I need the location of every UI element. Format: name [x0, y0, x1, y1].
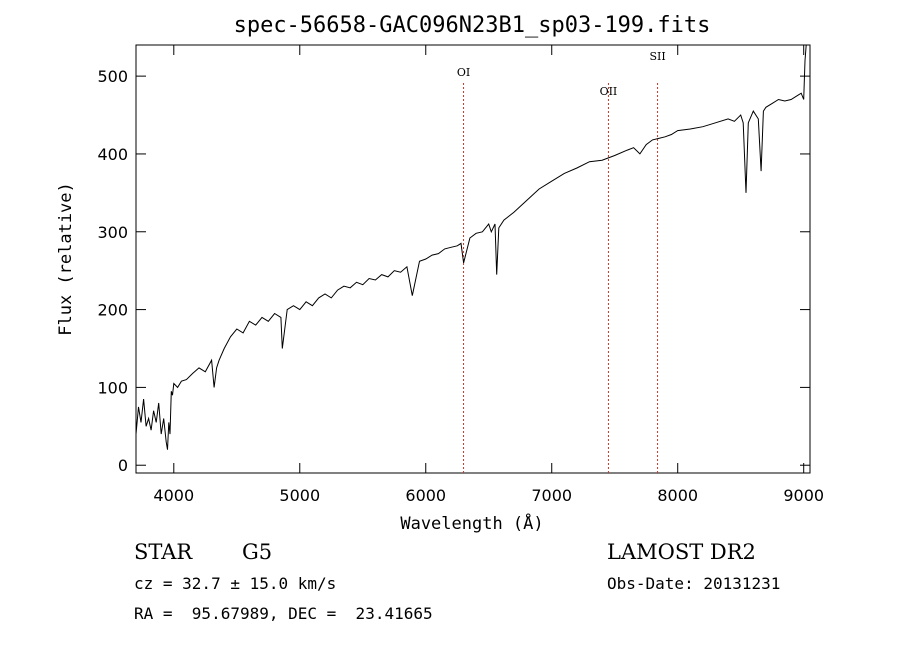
x-tick-label: 5000 — [279, 486, 320, 505]
y-tick-label: 100 — [97, 378, 128, 397]
x-tick-label: 8000 — [657, 486, 698, 505]
x-tick-label: 9000 — [783, 486, 824, 505]
y-tick-label: 500 — [97, 67, 128, 86]
spectrum-series — [135, 44, 807, 450]
y-tick-label: 200 — [97, 301, 128, 320]
y-tick-label: 0 — [118, 456, 128, 475]
line-marker-label: OII — [600, 85, 618, 98]
x-axis-label: Wavelength (Å) — [400, 512, 543, 534]
sky-coordinates: RA = 95.67989, DEC = 23.41665 — [134, 604, 433, 623]
object-subclass: G5 — [242, 540, 273, 564]
object-class: STAR — [134, 540, 193, 564]
x-tick-label: 6000 — [405, 486, 446, 505]
line-marker-label: SII — [649, 50, 665, 63]
spectrum-line — [135, 44, 807, 450]
redshift-velocity: cz = 32.7 ± 15.0 km/s — [134, 574, 337, 593]
x-tick-label: 7000 — [531, 486, 572, 505]
chart-title: spec-56658-GAC096N23B1_sp03-199.fits — [234, 13, 711, 38]
axis-ticks: 4000 5000 6000 7000 8000 9000 0 100 200 300 400 500 — [97, 45, 824, 505]
y-tick-label: 400 — [97, 145, 128, 164]
plot-frame — [135, 44, 811, 474]
observation-date: Obs-Date: 20131231 — [607, 574, 781, 593]
y-axis-label: Flux (relative) — [56, 182, 76, 336]
y-tick-label: 300 — [97, 223, 128, 242]
emission-line-markers: OI OII SII — [457, 50, 666, 473]
survey-name: LAMOST DR2 — [607, 540, 756, 564]
x-tick-label: 4000 — [153, 486, 194, 505]
line-marker-label: OI — [457, 66, 470, 79]
